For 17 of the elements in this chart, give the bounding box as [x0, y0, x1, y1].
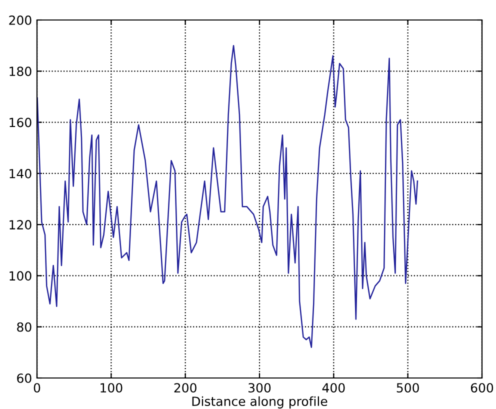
y-tick-label: 80 — [17, 322, 32, 332]
y-tick-label: 180 — [10, 66, 32, 76]
y-tick-label: 60 — [17, 373, 32, 383]
x-tick-label: 300 — [248, 383, 271, 393]
y-tick-label: 100 — [10, 271, 32, 281]
line-series — [37, 44, 418, 348]
y-tick-label: 200 — [9, 15, 32, 25]
y-tick-label: 120 — [10, 220, 32, 230]
x-tick-label: 400 — [322, 383, 345, 393]
x-tick-label: 100 — [100, 383, 122, 393]
y-tick-label: 160 — [10, 118, 32, 128]
x-tick-label: 0 — [34, 383, 40, 393]
x-tick-label: 600 — [470, 383, 494, 393]
x-axis-title: Distance along profile — [192, 396, 328, 408]
y-tick-label: 140 — [10, 168, 32, 178]
x-tick-label: 200 — [174, 383, 196, 393]
x-tick-label: 500 — [396, 383, 419, 393]
